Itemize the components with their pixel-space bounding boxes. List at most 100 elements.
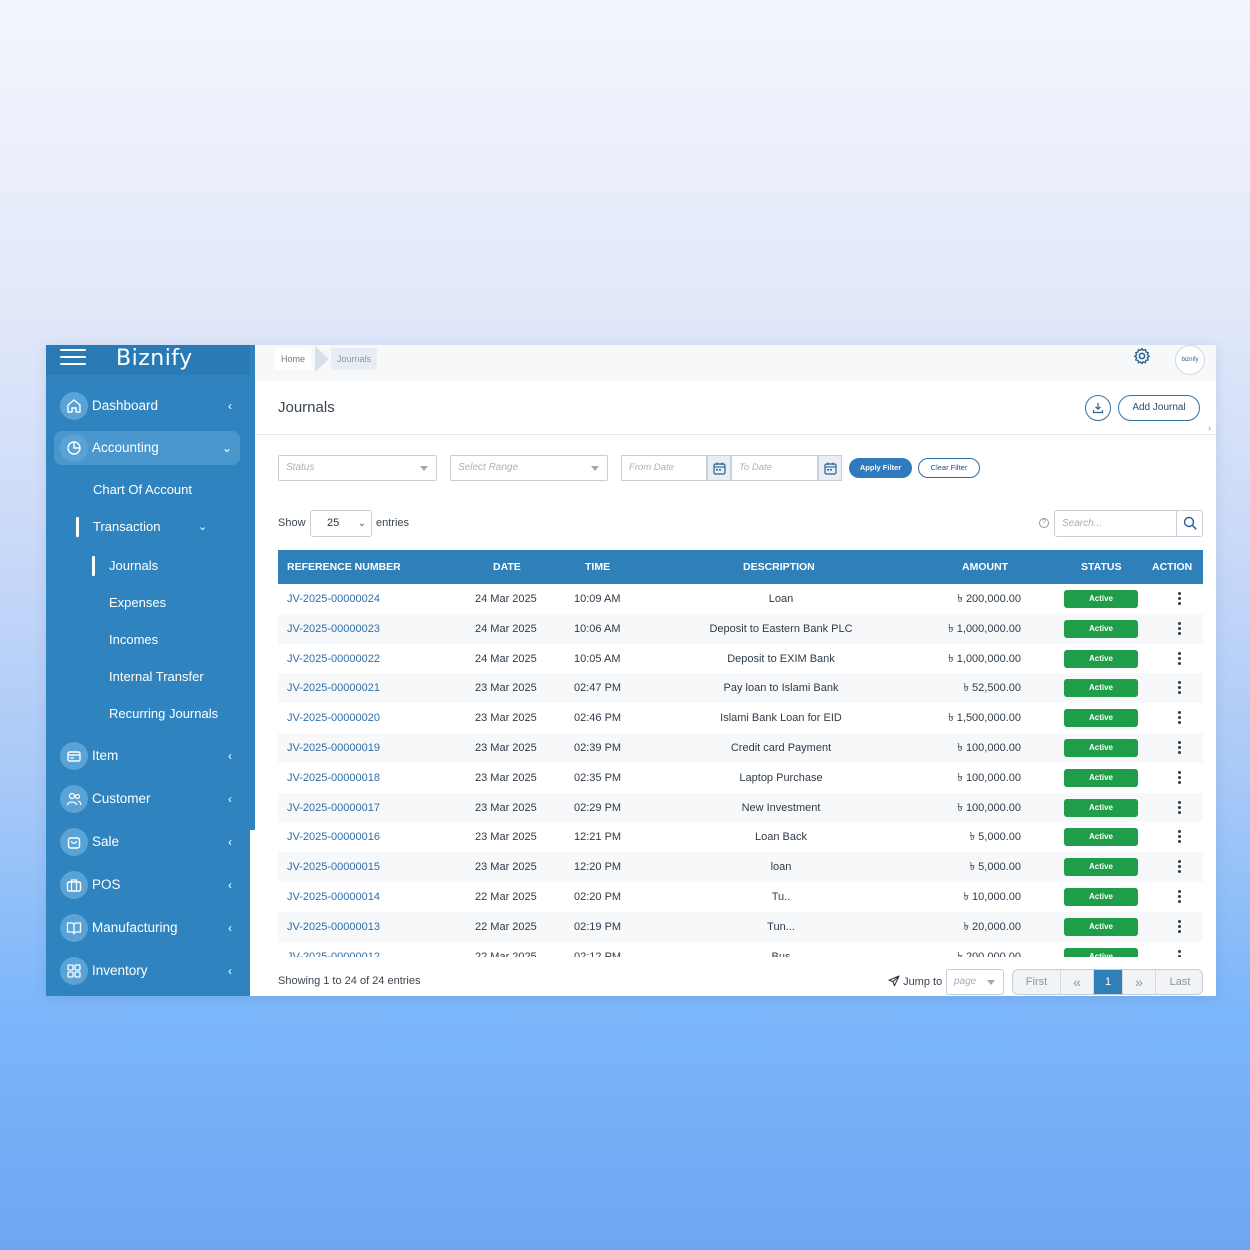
cell-reference-number[interactable]: JV-2025-00000019 <box>287 742 380 754</box>
cell-description: Tu.. <box>771 891 791 903</box>
cell-description: Bus <box>771 950 791 957</box>
kebab-menu-icon[interactable] <box>1178 711 1181 726</box>
sidebar-sub-journals[interactable]: Journals <box>109 558 159 573</box>
cell-amount: ৳ 100,000.00 <box>957 801 1021 814</box>
sidebar-item-pos[interactable]: POS ‹ <box>54 868 240 902</box>
sidebar-item-inventory[interactable]: Inventory ‹ <box>54 954 240 988</box>
gear-icon[interactable] <box>1133 347 1151 370</box>
chevron-down-icon: ⌄ <box>221 441 232 455</box>
brand-name: Biznify <box>116 346 193 371</box>
status-badge: Active <box>1064 590 1138 608</box>
cell-reference-number[interactable]: JV-2025-00000024 <box>287 593 380 605</box>
chevron-left-icon: ‹ <box>228 878 232 892</box>
cell-reference-number[interactable]: JV-2025-00000020 <box>287 712 380 725</box>
status-badge: Active <box>1064 858 1138 877</box>
breadcrumb-current: Journals <box>331 348 378 370</box>
kebab-menu-icon[interactable] <box>1178 860 1181 875</box>
cell-reference-number[interactable]: JV-2025-00000022 <box>287 652 380 665</box>
download-button[interactable] <box>1085 395 1111 421</box>
last-page-button[interactable]: Last <box>1169 976 1191 988</box>
kebab-menu-icon[interactable] <box>1178 890 1181 905</box>
calendar-icon[interactable] <box>707 455 731 481</box>
kebab-menu-icon[interactable] <box>1178 741 1181 756</box>
add-journal-button[interactable]: Add Journal <box>1118 395 1200 421</box>
kebab-menu-icon[interactable] <box>1178 770 1181 786</box>
search-input[interactable]: Search... <box>1054 510 1203 537</box>
journals-table: REFERENCE NUMBER DATE TIME DESCRIPTION A… <box>278 550 1203 957</box>
entries-select[interactable]: 25 ⌄ <box>310 510 372 537</box>
cell-description: Credit card Payment <box>730 742 832 754</box>
table-row: JV-2025-00000015 23 Mar 2025 12:20 PM loan ৳… <box>278 852 1203 882</box>
kebab-menu-icon[interactable] <box>1178 949 1181 957</box>
page-1-button[interactable]: 1 <box>1094 970 1123 994</box>
cell-reference-number[interactable]: JV-2025-00000021 <box>287 682 380 695</box>
sidebar-item-manufacturing[interactable]: Manufacturing ‹ <box>54 911 240 945</box>
cell-reference-number[interactable]: JV-2025-00000016 <box>287 831 380 844</box>
kebab-menu-icon[interactable] <box>1178 651 1181 667</box>
sidebar-sub-recurring-journals[interactable]: Recurring Journals <box>109 706 219 721</box>
header-reference-number[interactable]: REFERENCE NUMBER <box>287 561 401 573</box>
chevron-down-icon: ⌄ <box>198 521 208 533</box>
cell-date: 23 Mar 2025 <box>475 771 537 784</box>
clear-filter-button[interactable]: Clear Filter <box>918 458 980 478</box>
sidebar-item-accounting[interactable]: Accounting ⌄ <box>54 431 240 465</box>
sidebar-sub-incomes[interactable]: Incomes <box>109 632 159 647</box>
cell-reference-number[interactable]: JV-2025-00000015 <box>287 861 380 874</box>
kebab-menu-icon[interactable] <box>1178 830 1181 845</box>
status-badge: Active <box>1064 709 1138 728</box>
cell-amount: ৳ 200,000.00 <box>957 593 1021 605</box>
chevron-right-icon[interactable]: › <box>1208 423 1211 433</box>
to-date-input[interactable]: To Date <box>731 455 818 481</box>
header-time[interactable]: TIME <box>585 561 611 573</box>
table-row: JV-2025-00000019 23 Mar 2025 02:39 PM Credi… <box>278 733 1203 763</box>
header-date[interactable]: DATE <box>493 561 521 573</box>
sidebar-item-item[interactable]: Item ‹ <box>54 739 240 773</box>
next-page-button[interactable]: » <box>1123 970 1156 994</box>
jump-to: Jump to <box>888 975 942 988</box>
apply-filter-button[interactable]: Apply Filter <box>849 458 912 478</box>
sidebar-item-customer[interactable]: Customer ‹ <box>54 782 240 816</box>
menu-icon[interactable] <box>60 349 86 367</box>
cell-reference-number[interactable]: JV-2025-00000014 <box>287 891 380 903</box>
from-date-input[interactable]: From Date <box>621 455 707 481</box>
users-icon <box>60 785 88 813</box>
status-badge: Active <box>1064 917 1138 936</box>
sidebar-item-sale[interactable]: Sale ‹ <box>54 825 240 859</box>
sidebar-sub-transaction[interactable]: Transaction ⌄ <box>93 512 213 542</box>
cell-reference-number[interactable]: JV-2025-00000023 <box>287 622 380 635</box>
sidebar-sub-chart-of-account[interactable]: Chart Of Account <box>93 482 192 497</box>
kebab-menu-icon[interactable] <box>1178 681 1181 696</box>
range-placeholder: Select Range <box>458 462 519 473</box>
status-select[interactable]: Status <box>278 455 437 481</box>
prev-page-button[interactable]: « <box>1061 970 1094 994</box>
cell-reference-number[interactable]: JV-2025-00000018 <box>287 771 380 784</box>
cell-reference-number[interactable]: JV-2025-00000012 <box>287 950 380 957</box>
pie-chart-icon <box>60 434 88 462</box>
calendar-icon[interactable] <box>818 455 842 481</box>
cell-amount: ৳ 100,000.00 <box>957 771 1021 784</box>
range-select[interactable]: Select Range <box>450 455 608 481</box>
sidebar-sub-expenses[interactable]: Expenses <box>109 595 167 610</box>
breadcrumb-home[interactable]: Home <box>275 348 312 370</box>
header-status[interactable]: STATUS <box>1081 561 1122 573</box>
header-description[interactable]: DESCRIPTION <box>743 561 815 573</box>
first-page-button[interactable]: First <box>1013 970 1061 994</box>
cell-reference-number[interactable]: JV-2025-00000017 <box>287 801 380 814</box>
search-icon[interactable] <box>1183 516 1197 535</box>
bag-icon <box>60 828 88 856</box>
sidebar-scrollbar[interactable] <box>250 345 255 830</box>
sidebar-item-dashboard[interactable]: Dashboard ‹ <box>54 389 240 423</box>
help-icon[interactable]: ? <box>1039 518 1049 528</box>
kebab-menu-icon[interactable] <box>1178 621 1181 637</box>
kebab-menu-icon[interactable] <box>1178 592 1181 607</box>
active-indicator <box>92 556 95 576</box>
kebab-menu-icon[interactable] <box>1178 919 1181 935</box>
cell-reference-number[interactable]: JV-2025-00000013 <box>287 920 380 933</box>
sidebar-sub-internal-transfer[interactable]: Internal Transfer <box>109 669 204 684</box>
caret-down-icon <box>987 980 995 985</box>
header-amount[interactable]: AMOUNT <box>962 561 1009 573</box>
kebab-menu-icon[interactable] <box>1178 800 1181 816</box>
cell-description: Loan Back <box>755 831 807 844</box>
avatar[interactable]: biznify <box>1175 345 1205 375</box>
page-select[interactable]: page <box>946 969 1004 995</box>
